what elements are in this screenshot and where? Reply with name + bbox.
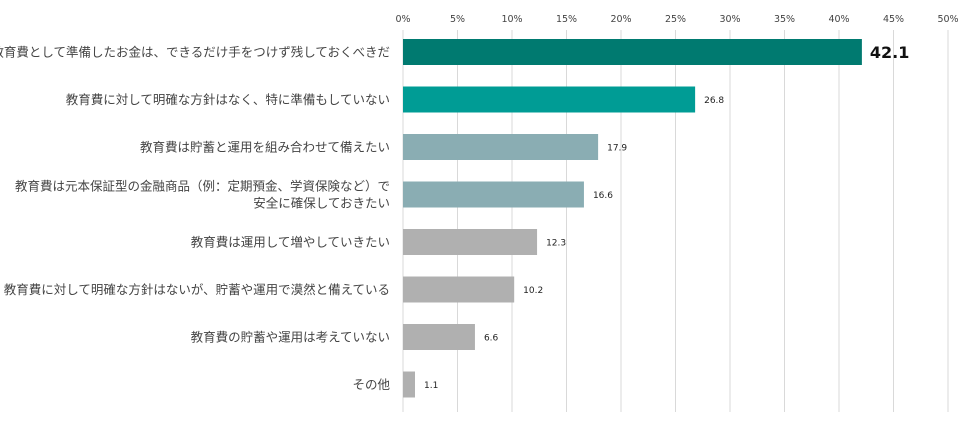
bar-2 [403, 134, 599, 160]
data-labels: 42.1 26.8 17.9 16.6 12.3 10.2 6.6 1.1 [424, 43, 909, 391]
x-tick-label: 30% [719, 14, 740, 25]
data-label: 16.6 [593, 191, 613, 201]
data-label: 10.2 [523, 286, 543, 296]
bar-0 [403, 39, 862, 65]
x-tick-label: 45% [883, 14, 904, 25]
bar-6 [403, 324, 475, 350]
bar-3 [403, 181, 584, 208]
category-label: 教育費は運用して増やしていきたい [191, 235, 390, 250]
bar-5 [403, 276, 515, 303]
x-tick-label: 15% [556, 14, 577, 25]
category-label: 教育費は貯蓄と運用を組み合わせて備えたい [140, 140, 390, 155]
x-tick-label: 10% [501, 14, 522, 25]
x-tick-label: 35% [774, 14, 795, 25]
x-tick-label: 40% [828, 14, 849, 25]
bar-1 [403, 86, 696, 113]
data-label: 12.3 [546, 239, 566, 249]
category-label: 教育費に対して明確な方針はないが、貯蓄や運用で漠然と備えている [4, 282, 390, 297]
x-tick-label: 50% [937, 14, 958, 25]
data-label: 42.1 [870, 43, 909, 62]
x-tick-label: 0% [395, 14, 410, 25]
x-axis-ticks: 0% 5% 10% 15% 20% 25% 30% 35% 40% 45% 50% [395, 14, 958, 25]
data-label: 6.6 [484, 334, 499, 344]
data-label: 1.1 [424, 381, 438, 391]
data-label: 17.9 [607, 144, 627, 154]
bar-4 [403, 229, 538, 255]
x-tick-label: 20% [610, 14, 631, 25]
category-labels: 教育費として準備したお金は、できるだけ手をつけず残しておくべきだ教育費に対して明… [0, 45, 390, 393]
category-label: 教育費に対して明確な方針はなく、特に準備もしていない [66, 92, 390, 107]
x-tick-label: 5% [450, 14, 465, 25]
x-tick-label: 25% [665, 14, 686, 25]
category-label: 教育費は元本保証型の金融商品（例：定期預金、学資保険など）で安全に確保しておきた… [15, 179, 390, 211]
bar-7 [403, 371, 415, 398]
category-label: その他 [352, 377, 390, 392]
category-label: 教育費として準備したお金は、できるだけ手をつけず残しておくべきだ [0, 45, 390, 60]
data-label: 26.8 [704, 96, 724, 106]
category-label: 教育費の貯蓄や運用は考えていない [191, 330, 390, 345]
bars [403, 39, 862, 398]
